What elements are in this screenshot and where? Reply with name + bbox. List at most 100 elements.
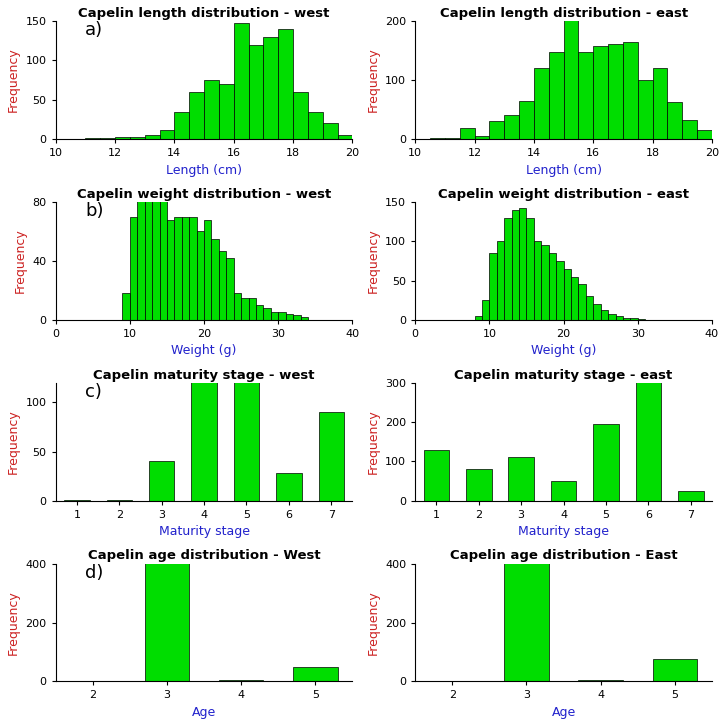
Bar [219,250,227,320]
Title: Capelin length distribution - west: Capelin length distribution - west [78,7,330,20]
Bar [144,558,189,682]
Title: Capelin age distribution - East: Capelin age distribution - East [450,550,677,563]
Text: d): d) [86,563,104,582]
Bar [130,137,144,139]
Bar [667,102,682,139]
Bar [204,80,219,139]
Bar [563,269,571,320]
Bar [278,29,293,139]
Bar [579,680,623,682]
Bar [278,312,286,320]
Bar [167,219,174,320]
Bar [623,42,637,139]
Title: Capelin age distribution - West: Capelin age distribution - West [88,550,320,563]
Bar [130,216,137,320]
Bar [264,308,271,320]
Bar [489,121,505,139]
Bar [682,121,697,139]
Bar [219,84,234,139]
Bar [152,186,160,320]
Bar [86,138,100,139]
Bar [276,473,301,501]
Bar [593,304,600,320]
Bar [505,218,512,320]
Bar [115,137,130,139]
Bar [497,241,505,320]
Bar [271,312,278,320]
X-axis label: Weight (g): Weight (g) [171,344,237,357]
Bar [64,499,89,501]
X-axis label: Maturity stage: Maturity stage [518,525,609,538]
Bar [197,232,204,320]
Bar [653,659,697,682]
Bar [697,130,712,139]
Bar [144,199,152,320]
Text: c): c) [86,383,102,401]
Bar [526,218,534,320]
Text: b): b) [86,202,104,220]
Bar [293,666,338,682]
Bar [174,112,189,139]
Title: Capelin maturity stage - west: Capelin maturity stage - west [94,369,315,382]
Bar [534,68,549,139]
Bar [174,216,182,320]
Bar [460,129,475,139]
Bar [579,52,593,139]
Bar [549,52,563,139]
Bar [608,44,623,139]
Bar [466,469,492,501]
Y-axis label: Frequency: Frequency [367,48,380,113]
Bar [189,216,197,320]
X-axis label: Length (cm): Length (cm) [166,163,242,176]
Bar [600,311,608,320]
Bar [293,92,308,139]
Bar [338,135,352,139]
Bar [505,559,549,682]
Bar [608,314,616,320]
Bar [424,449,449,501]
Bar [616,316,623,320]
Bar [256,305,264,320]
Bar [264,37,278,139]
Bar [204,219,211,320]
Bar [551,481,576,501]
Bar [653,68,667,139]
Bar [542,245,549,320]
Y-axis label: Frequency: Frequency [7,590,20,655]
Bar [234,293,241,320]
Bar [534,241,542,320]
Bar [475,316,482,320]
Bar [211,239,219,320]
Bar [549,253,556,320]
Bar [571,277,579,320]
Bar [149,461,174,501]
Y-axis label: Frequency: Frequency [7,409,20,474]
Bar [160,130,174,139]
Y-axis label: Frequency: Frequency [7,48,20,113]
Bar [137,186,144,320]
Y-axis label: Frequency: Frequency [367,590,380,655]
Bar [189,92,204,139]
Y-axis label: Frequency: Frequency [14,229,27,293]
Bar [123,293,130,320]
Bar [508,457,534,501]
Bar [678,491,703,501]
Title: Capelin weight distribution - west: Capelin weight distribution - west [77,188,331,201]
Title: Capelin length distribution - east: Capelin length distribution - east [439,7,688,20]
Bar [430,138,445,139]
Bar [519,208,526,320]
Bar [637,80,653,139]
Bar [579,285,586,320]
Bar [519,101,534,139]
X-axis label: Length (cm): Length (cm) [526,163,602,176]
Bar [637,319,645,320]
Title: Capelin weight distribution - east: Capelin weight distribution - east [438,188,689,201]
Bar [556,261,563,320]
Bar [107,499,132,501]
Text: a): a) [86,21,104,39]
Bar [308,112,323,139]
Bar [192,373,217,501]
Y-axis label: Frequency: Frequency [367,409,380,474]
Bar [227,258,234,320]
Bar [323,123,338,139]
